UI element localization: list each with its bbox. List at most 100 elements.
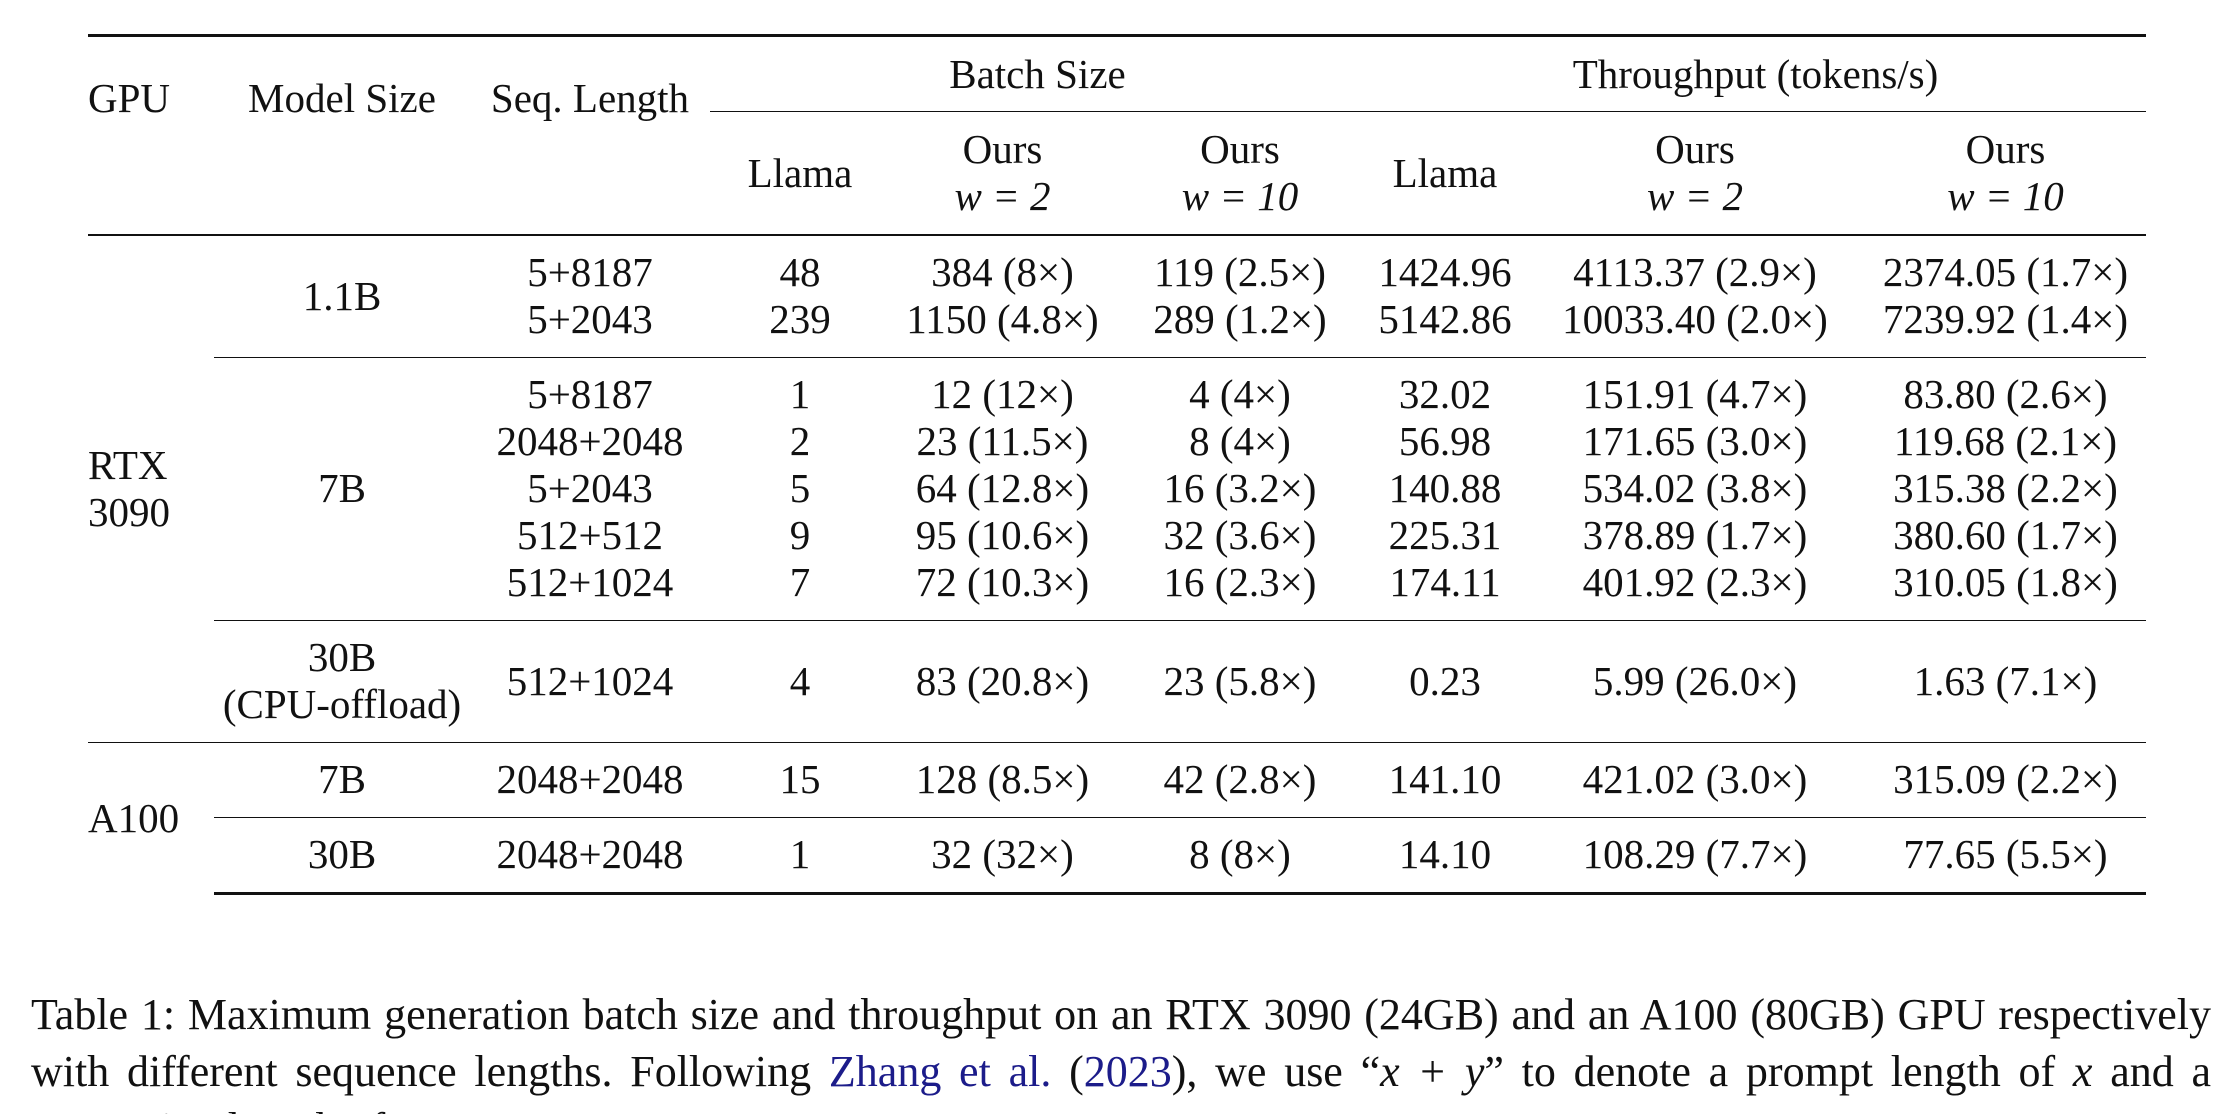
table-cell: 1.63 (7.1×) [1913, 657, 2098, 704]
value-column: 315.09 (2.2×) [1865, 742, 2147, 818]
table-cell: 108.29 (7.7×) [1582, 831, 1808, 877]
value-column: 151.91 (4.7×) 171.65 (3.0×) 534.02 (3.8×) 3… [1525, 357, 1865, 621]
value-column: 421.02 (3.0×) [1525, 742, 1865, 818]
value-column: 2374.05 (1.7×) 7239.92 (1.4×) [1865, 235, 2146, 358]
caption-text: Table 1: Maximum generation batch size a… [31, 990, 2211, 1096]
value-column: 83 (20.8×) [890, 620, 1115, 743]
table-cell: 140.88 [1388, 465, 1502, 511]
subcolumn-name: Ours [1965, 126, 2046, 172]
subcolumn-header: Ours w = 10 [1865, 111, 2147, 236]
table-cell: 2048+2048 [496, 756, 684, 802]
table-cell: 2048+2048 [496, 831, 684, 877]
subcolumn-header: Llama [710, 111, 890, 236]
table-cell: 4113.37 (2.9×) [1573, 249, 1817, 295]
table-cell: 7239.92 (1.4×) [1882, 296, 2129, 342]
value-column: 2048+2048 [470, 817, 710, 895]
value-column: 119 (2.5×) 289 (1.2×) [1115, 235, 1365, 358]
value-column: 512+1024 [470, 620, 710, 743]
value-column: 32 (32×) [890, 817, 1115, 895]
value-column: 4 (4×) 8 (4×) 16 (3.2×) 32 (3.6×) 16 (2.3×) [1115, 357, 1365, 621]
value-column: 4 [710, 620, 890, 743]
value-column: 5.99 (26.0×) [1525, 620, 1865, 743]
table-cell: 2 [789, 418, 811, 464]
gpu-cell: RTX 3090 [88, 442, 170, 535]
subcolumn-name: Llama [1392, 149, 1498, 196]
column-header: Seq. Length [470, 34, 710, 236]
math-text: y [396, 1104, 416, 1114]
table-cell: 95 (10.6×) [915, 512, 1090, 558]
subcolumn-name: Ours [1200, 126, 1280, 172]
value-column: 77.65 (5.5×) [1865, 817, 2147, 895]
value-column: 5+8187 2048+2048 5+2043 512+512 512+1024 [470, 357, 710, 621]
model-row: 7B 5+8187 2048+2048 5+2043 512+512 512+1024 1 2… [88, 357, 2147, 621]
table-cell: 225.31 [1388, 512, 1502, 558]
math-text: x + y [1380, 1047, 1485, 1096]
citation-link[interactable]: Zhang et al. [828, 1047, 1052, 1096]
table-cell: 380.60 (1.7×) [1893, 512, 2118, 558]
model-size-cell: 30B [214, 817, 470, 895]
value-column: 2048+2048 [470, 742, 710, 818]
table-cell: 5+8187 [527, 249, 653, 295]
subcolumn-header: Ours w = 2 [890, 111, 1115, 236]
table-cell: 171.65 (3.0×) [1582, 418, 1808, 464]
subcolumn-name: Llama [747, 149, 853, 196]
table-cell: 32.02 [1398, 371, 1492, 417]
table-cell: 289 (1.2×) [1153, 296, 1327, 342]
caption-text: ( [1051, 1047, 1084, 1096]
math-text: x [2072, 1047, 2093, 1096]
table-cell: 32 (32×) [931, 831, 1074, 877]
table-cell: 512+1024 [506, 657, 674, 704]
value-column: 83.80 (2.6×) 119.68 (2.1×) 315.38 (2.2×) 38… [1865, 357, 2147, 621]
table-cell: 119.68 (2.1×) [1893, 418, 2118, 464]
table-cell: 8 (8×) [1189, 831, 1291, 877]
table-cell: 42 (2.8×) [1163, 756, 1317, 802]
subcolumn-param: w = 2 [954, 173, 1051, 219]
caption: Table 1: Maximum generation batch size a… [31, 986, 2211, 1114]
table-cell: 7 [789, 559, 811, 605]
subheader-row: Llama Ours w = 2 Ours w = 10 Llama Ours w = 2 Ou… [88, 111, 2147, 236]
caption-text: ), we use “ [1171, 1047, 1381, 1096]
table-cell: 174.11 [1389, 559, 1501, 605]
table-cell: 9 [789, 512, 811, 558]
caption-text: ” to denote a prompt length of [1484, 1047, 2073, 1096]
table-cell: 23 (5.8×) [1163, 657, 1317, 704]
table-cell: 1150 (4.8×) [906, 296, 1099, 342]
table-cell: 128 (8.5×) [915, 756, 1090, 802]
table-cell: 401.92 (2.3×) [1582, 559, 1808, 605]
table-cell: 14.10 [1398, 831, 1492, 877]
table-cell: 23 (11.5×) [916, 418, 1089, 464]
table-cell: 119 (2.5×) [1154, 249, 1326, 295]
table-cell: 8 (4×) [1189, 418, 1291, 464]
table-cell: 83.80 (2.6×) [1903, 371, 2108, 417]
value-column: 1 [710, 817, 890, 895]
table-cell: 1 [789, 831, 811, 877]
table-cell: 0.23 [1409, 657, 1481, 704]
model-size-cell: 30B (CPU-offload) [214, 620, 470, 743]
citation-link[interactable]: 2023 [1083, 1047, 1172, 1096]
gpu-cell: A100 [88, 742, 214, 894]
column-header: Model Size [214, 34, 470, 236]
table-cell: 1 [789, 371, 811, 417]
table-cell: 384 (8×) [931, 249, 1074, 295]
table-cell: 1424.96 [1378, 249, 1512, 295]
table-cell: 64 (12.8×) [915, 465, 1090, 511]
table-cell: 141.10 [1388, 756, 1502, 802]
value-column: 141.10 [1365, 742, 1525, 818]
value-column: 384 (8×) 1150 (4.8×) [890, 235, 1115, 358]
subcolumn-header: Ours w = 2 [1525, 111, 1865, 236]
model-row: A100 7B 2048+2048 15 128 (8.5×) 42 (2.8×) 141.… [88, 742, 2147, 894]
table-cell: 512+512 [516, 512, 664, 558]
subcolumn-header: Llama [1365, 111, 1525, 236]
table-cell: 2374.05 (1.7×) [1882, 249, 2129, 295]
table-cell: 5+2043 [527, 296, 653, 342]
value-column: 48 239 [710, 235, 890, 358]
subcolumn-name: Ours [962, 126, 1043, 172]
value-column: 1424.96 5142.86 [1365, 235, 1525, 358]
table-cell: 4 [789, 657, 811, 704]
table-cell: 315.09 (2.2×) [1893, 756, 2118, 802]
subcolumn-header: Ours w = 10 [1115, 111, 1365, 236]
table-cell: 378.89 (1.7×) [1582, 512, 1808, 558]
model-size-cell: 1.1B [302, 272, 382, 319]
